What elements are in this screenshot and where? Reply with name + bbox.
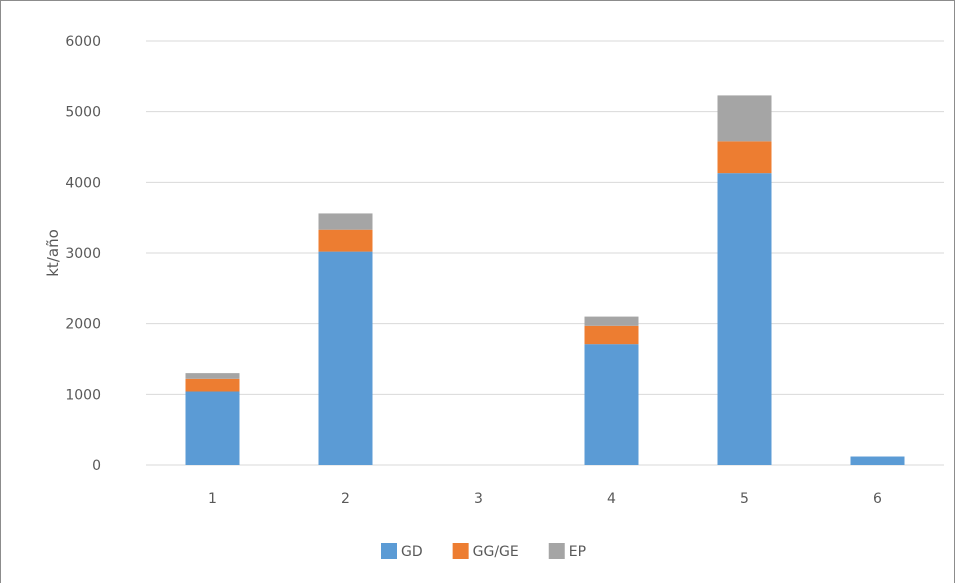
x-tick-label: 1 (208, 491, 217, 507)
x-tick-label: 2 (341, 491, 350, 507)
y-tick-label: 0 (92, 458, 101, 474)
legend-label: EP (569, 544, 586, 560)
x-tick-label: 4 (607, 491, 616, 507)
x-tick-label: 5 (740, 491, 749, 507)
x-tick-label: 6 (873, 491, 882, 507)
legend-label: GG/GE (473, 544, 519, 560)
bar-segment-gg-ge (185, 378, 240, 392)
y-tick-label: 6000 (65, 34, 101, 50)
y-tick-labels: 0 1000 2000 3000 4000 5000 6000 (65, 34, 101, 474)
y-tick-label: 1000 (65, 387, 101, 403)
bar-segment-gd (850, 456, 905, 465)
x-tick-label: 3 (474, 491, 483, 507)
legend-swatch (381, 543, 397, 559)
y-axis-title: kt/año (44, 229, 62, 277)
legend-swatch (548, 543, 565, 559)
bar-segment-ep (584, 316, 639, 326)
bar-segment-gd (318, 251, 373, 465)
legend-label: GD (401, 544, 423, 560)
bar-segment-gg-ge (584, 325, 639, 345)
legend: GD GG/GE EP (381, 543, 586, 560)
bar-segment-ep (185, 373, 240, 379)
bar-segment-gd (185, 391, 240, 465)
bar-segment-ep (717, 95, 772, 142)
y-tick-label: 2000 (65, 317, 101, 333)
gridlines (146, 40, 944, 466)
bar-segment-gd (584, 344, 639, 465)
bars (185, 95, 905, 465)
bar-segment-gg-ge (318, 229, 373, 252)
x-tick-labels: 1 2 3 4 5 6 (208, 491, 882, 507)
y-tick-label: 5000 (65, 105, 101, 121)
y-tick-label: 4000 (65, 175, 101, 191)
legend-swatch (452, 543, 469, 559)
y-tick-label: 3000 (65, 246, 101, 262)
bar-segment-gd (717, 173, 772, 465)
bar-segment-ep (318, 213, 373, 230)
bar-segment-gg-ge (717, 141, 772, 174)
